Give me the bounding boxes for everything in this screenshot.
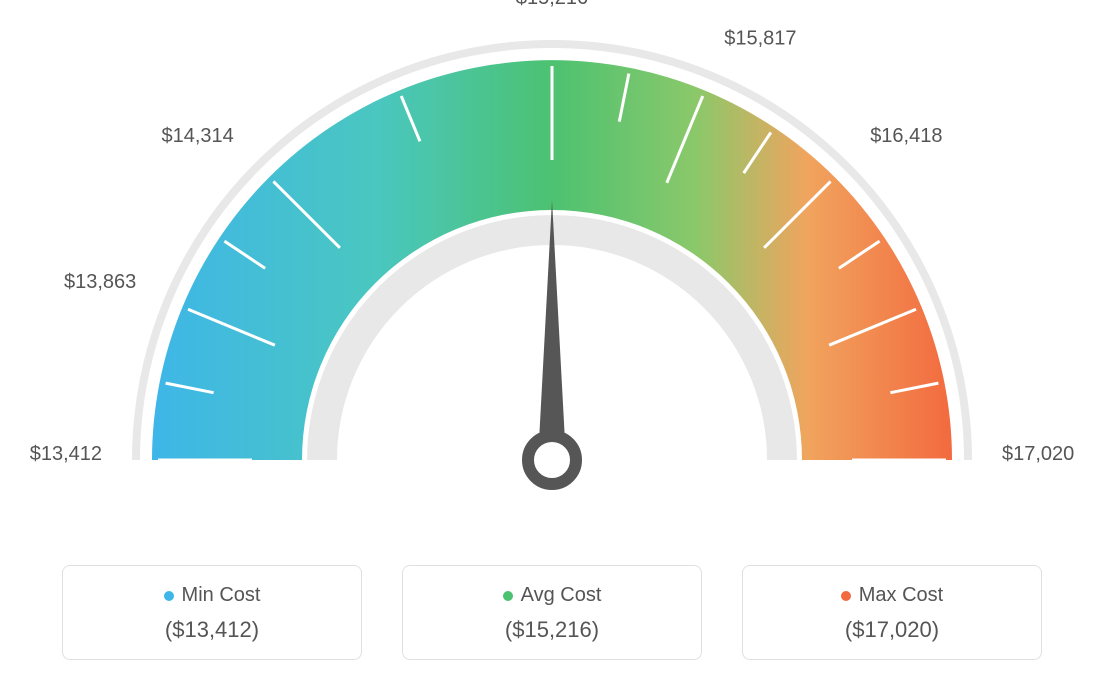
gauge-tick-label: $16,418 [870,125,942,147]
gauge-area: $13,412 $13,863 $14,314 $15,216 $15,817 $16,4… [0,0,1104,520]
gauge-svg: $13,412 $13,863 $14,314 $15,216 $15,817 $16,4… [0,0,1104,520]
cost-gauge-chart: $13,412 $13,863 $14,314 $15,216 $15,817 $16,4… [0,0,1104,690]
gauge-tick-label: $13,863 [64,271,136,293]
gauge-tick-label: $15,216 [516,0,588,9]
gauge-tick-label: $17,020 [1002,443,1074,465]
gauge-tick-label: $15,817 [724,27,796,49]
legend-min-label: Min Cost [182,584,261,606]
legend-avg-label: Avg Cost [521,584,602,606]
legend-min-value: ($13,412) [73,617,351,643]
legend-row: Min Cost ($13,412) Avg Cost ($15,216) Ma… [0,565,1104,660]
legend-avg-title: Avg Cost [413,584,691,607]
legend-card-max: Max Cost ($17,020) [742,565,1042,660]
dot-max-icon [841,591,851,601]
legend-avg-value: ($15,216) [413,617,691,643]
legend-card-avg: Avg Cost ($15,216) [402,565,702,660]
gauge-tick-label: $13,412 [30,443,102,465]
gauge-tick-label: $14,314 [162,125,234,147]
legend-max-label: Max Cost [859,584,943,606]
legend-max-title: Max Cost [753,584,1031,607]
dot-min-icon [164,591,174,601]
legend-min-title: Min Cost [73,584,351,607]
legend-max-value: ($17,020) [753,617,1031,643]
legend-card-min: Min Cost ($13,412) [62,565,362,660]
dot-avg-icon [503,591,513,601]
